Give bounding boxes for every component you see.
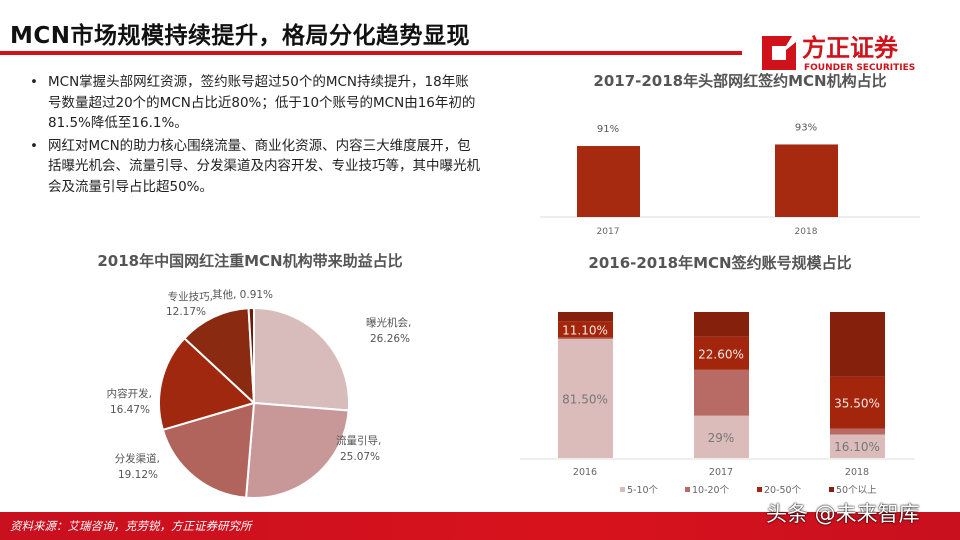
x-tick-label: 2018	[845, 467, 869, 478]
slice-value: 19.12%	[118, 469, 158, 481]
slice-label: 专业技巧,	[168, 290, 213, 303]
bar-2018	[775, 144, 838, 217]
title-underline	[0, 51, 742, 55]
pie-slice	[183, 307, 256, 406]
pie-slice	[253, 306, 350, 412]
bullet-item: MCN掌握头部网红资源，签约账号超过50个的MCN持续提升，18年账号数量超过2…	[30, 72, 480, 134]
data-label: 81.50%	[562, 393, 608, 407]
slice-label: 其他, 0.91%	[212, 288, 273, 301]
data-label: 93%	[795, 122, 817, 133]
data-label: 22.60%	[698, 347, 744, 361]
bullet-item: 网红对MCN的助力核心围绕流量、商业化资源、内容三大维度展开，包括曝光机会、流量…	[30, 136, 480, 198]
bar-segment	[830, 434, 885, 458]
slice-label: 分发渠道,	[115, 452, 160, 465]
pie-slice	[161, 401, 256, 499]
chart-title-top: 2017-2018年头部网红签约MCN机构占比	[593, 72, 887, 90]
stacked-bar-chart: 81.50% 11.10% 2016 29% 22.60% 2017 16.10% 35.50…	[520, 312, 915, 496]
legend-swatch	[685, 487, 690, 492]
slice-value: 16.47%	[110, 404, 150, 416]
bar-segment	[830, 376, 885, 429]
legend-label: 50个以上	[836, 485, 877, 496]
bar-segment	[558, 337, 613, 340]
pie-slice	[158, 336, 256, 432]
logo-cn: 方正证券	[802, 34, 899, 62]
legend-swatch	[757, 487, 762, 492]
bar-segment	[558, 312, 613, 322]
chart-title-stacked: 2016-2018年MCN签约账号规模占比	[588, 254, 852, 272]
bar-segment	[694, 415, 749, 458]
top-bar-chart: 91% 2017 93% 2018	[540, 122, 920, 237]
legend-label: 20-50个	[764, 485, 802, 496]
x-tick-label: 2018	[795, 227, 818, 237]
slice-value: 25.07%	[340, 451, 380, 463]
pie-chart: 曝光机会, 26.26% 流量引导, 25.07% 分发渠道, 19.12% 内容开发, 16…	[107, 288, 411, 499]
bar-segment	[694, 336, 749, 370]
data-label: 91%	[597, 124, 619, 135]
legend-swatch	[620, 487, 625, 492]
bar-segment	[558, 339, 613, 458]
slice-value: 12.17%	[166, 306, 206, 318]
chart-title-pie: 2018年中国网红注重MCN机构带来助益占比	[97, 252, 403, 270]
footer-bar	[0, 512, 960, 540]
data-label: 16.10%	[834, 440, 880, 454]
bullet-list: MCN掌握头部网红资源，签约账号超过50个的MCN持续提升，18年账号数量超过2…	[30, 72, 480, 199]
legend-label: 5-10个	[627, 485, 659, 496]
slice-value: 26.26%	[370, 333, 410, 345]
bar-segment	[694, 312, 749, 337]
watermark: 头条 @未来智库	[766, 502, 920, 526]
data-label: 11.10%	[562, 323, 608, 337]
legend-swatch	[829, 487, 834, 492]
page-title: MCN市场规模持续提升，格局分化趋势显现	[10, 23, 471, 49]
legend-label: 10-20个	[692, 485, 730, 496]
data-label: 35.50%	[834, 397, 880, 411]
logo-en: FOUNDER SECURITIES	[804, 63, 915, 73]
slice-label: 曝光机会,	[366, 316, 411, 329]
x-tick-label: 2017	[709, 467, 733, 478]
x-tick-label: 2016	[573, 467, 597, 478]
slice-label: 内容开发,	[107, 387, 152, 400]
data-label: 29%	[708, 431, 735, 445]
founder-logo: 方正证券 FOUNDER SECURITIES	[752, 24, 952, 74]
x-tick-label: 2017	[597, 227, 620, 237]
bar-segment	[558, 321, 613, 338]
slice-label: 流量引导,	[336, 434, 381, 447]
pie-slice	[247, 306, 255, 404]
bar-segment	[830, 428, 885, 435]
source-note: 资料来源：艾瑞咨询，克劳锐，方正证券研究所	[10, 519, 252, 533]
bar-segment	[830, 312, 885, 377]
logo-mark-icon: 方正证券 FOUNDER SECURITIES	[762, 34, 915, 73]
pie-slice	[244, 401, 350, 499]
bar-2017	[577, 146, 640, 217]
bar-segment	[694, 369, 749, 416]
